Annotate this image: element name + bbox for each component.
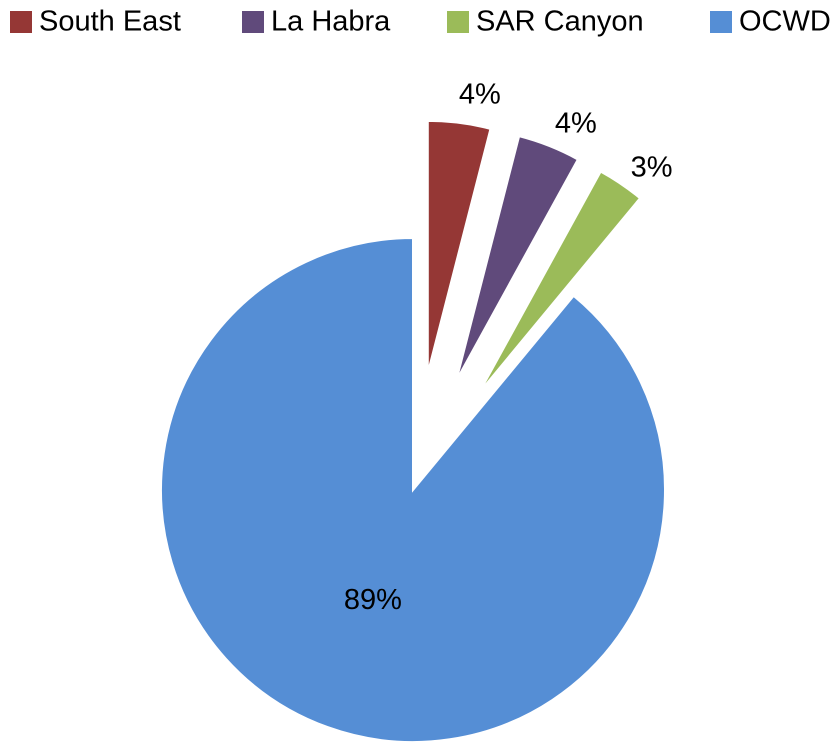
legend-swatch bbox=[242, 11, 264, 33]
pie-slice bbox=[160, 236, 666, 742]
data-label: 3% bbox=[631, 152, 673, 184]
legend-swatch bbox=[447, 11, 469, 33]
legend-label: SAR Canyon bbox=[476, 6, 644, 38]
legend-swatch bbox=[710, 11, 732, 33]
pie-slice bbox=[455, 134, 580, 381]
legend-label: South East bbox=[39, 6, 181, 38]
legend-label: La Habra bbox=[271, 6, 391, 38]
data-label: 89% bbox=[344, 584, 402, 616]
legend-swatch bbox=[10, 11, 32, 33]
legend-label: OCWD bbox=[739, 6, 831, 38]
pie-slice bbox=[426, 119, 492, 374]
data-label: 4% bbox=[555, 107, 597, 139]
pie-slice bbox=[478, 170, 642, 394]
data-label: 4% bbox=[459, 78, 501, 110]
